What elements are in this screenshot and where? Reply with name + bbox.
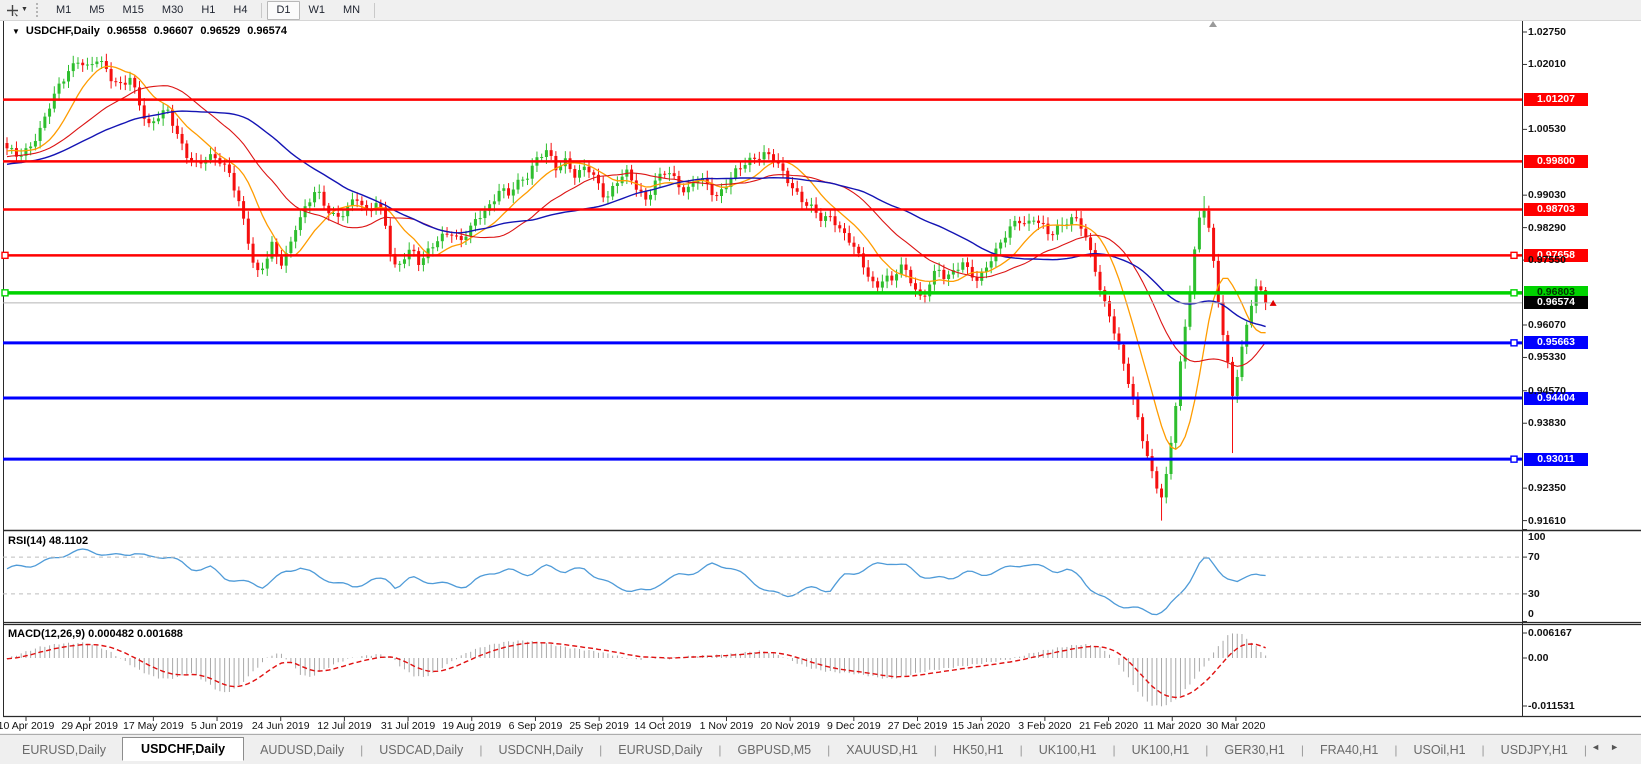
hline-price-label[interactable]: 0.96803	[1524, 286, 1588, 300]
tab-separator: |	[1205, 743, 1209, 757]
tab-separator: |	[718, 743, 722, 757]
ohlc-close: 0.96574	[247, 25, 287, 37]
ma25-line	[6, 85, 1267, 367]
toolbar-separator	[261, 2, 263, 18]
rsi-line	[6, 548, 1266, 616]
tab-gbpusd-m5[interactable]: GBPUSD,M5	[737, 743, 812, 757]
macd-layer	[6, 633, 1267, 707]
collapse-arrow-icon[interactable]: ▼	[12, 27, 20, 36]
hline-price-label[interactable]: 0.93011	[1524, 452, 1588, 466]
macd-name: MACD(12,26,9)	[8, 628, 86, 640]
last-price-arrow-icon	[1269, 299, 1277, 306]
tab-separator: |	[1583, 743, 1587, 757]
hline-price-label[interactable]: 0.97658	[1524, 248, 1588, 262]
crosshair-tool-button[interactable]: ▼	[0, 1, 32, 19]
hline-price-label[interactable]: 0.98703	[1524, 203, 1588, 216]
tab-uk100-h1[interactable]: UK100,H1	[1038, 743, 1097, 757]
tab-separator: |	[1481, 743, 1485, 757]
timeframe-button-w1[interactable]: W1	[308, 3, 326, 16]
candles-layer	[5, 53, 1268, 521]
tab-separator: |	[1394, 743, 1398, 757]
ma45-line	[6, 110, 1266, 328]
timeframe-button-m1[interactable]: M1	[55, 3, 72, 16]
toolbar-separator	[374, 2, 376, 18]
tab-eurusd-daily[interactable]: EURUSD,Daily	[22, 743, 107, 757]
tab-scroll-arrows: ◄►	[1591, 742, 1629, 752]
tab-hk50-h1[interactable]: HK50,H1	[952, 743, 1004, 757]
tab-usdcad-daily[interactable]: USDCAD,Daily	[379, 743, 464, 757]
timeframe-button-h1[interactable]: H1	[201, 3, 216, 16]
tab-separator: |	[1019, 743, 1023, 757]
rsi-name: RSI(14)	[8, 535, 46, 547]
rsi-layer	[6, 548, 1266, 616]
tab-usdcnh-daily[interactable]: USDCNH,Daily	[498, 743, 584, 757]
hline-price-label[interactable]: 0.99800	[1524, 154, 1588, 168]
ohlc-high: 0.96607	[153, 25, 194, 37]
chart-title: ▼ USDCHF,Daily 0.96558 0.96607 0.96529 0.9657…	[12, 25, 287, 37]
tabs-scroll-right-button[interactable]: ►	[1610, 742, 1629, 752]
ma10-line	[6, 65, 1266, 450]
rsi-indicator-label: RSI(14) 48.1102	[8, 535, 88, 547]
toolbar-grip[interactable]	[35, 3, 41, 17]
tab-usdjpy-h1[interactable]: USDJPY,H1	[1500, 743, 1568, 757]
chart-tab-bar: EURUSD,Daily USDCHF,Daily AUDUSD,Daily | USD…	[0, 734, 1641, 764]
tab-separator: |	[1112, 743, 1116, 757]
crosshair-icon	[7, 4, 18, 16]
chart-symbol-period: USDCHF,Daily	[25, 25, 100, 37]
current-price-label: 0.96574	[1524, 296, 1588, 310]
macd-signal-value: 0.001688	[137, 628, 183, 640]
tab-usoil-h1[interactable]: USOil,H1	[1413, 743, 1466, 757]
tab-usdchf-daily[interactable]: USDCHF,Daily	[122, 737, 245, 761]
tab-eurusd-daily[interactable]: EURUSD,Daily	[618, 743, 703, 757]
chevron-down-icon: ▼	[21, 6, 28, 13]
tab-separator: |	[360, 743, 364, 757]
hline-price-label[interactable]: 0.94404	[1524, 391, 1588, 405]
ohlc-open: 0.96558	[106, 25, 147, 37]
tab-separator: |	[479, 743, 483, 757]
timeframe-button-m15[interactable]: M15	[122, 3, 144, 16]
timeframe-button-m5[interactable]: M5	[89, 3, 105, 16]
rsi-value: 48.1102	[48, 535, 89, 547]
tab-audusd-daily[interactable]: AUDUSD,Daily	[260, 743, 345, 757]
tab-separator: |	[599, 743, 603, 757]
timeframe-button-row: M1 M5 M15 M30 H1 H4 D1 W1 MN	[47, 0, 380, 20]
chart-shift-marker-icon	[1209, 21, 1217, 27]
tab-separator: |	[933, 743, 937, 757]
hline-price-label[interactable]: 1.01207	[1524, 93, 1588, 107]
tab-fra40-h1[interactable]: FRA40,H1	[1319, 743, 1379, 757]
timeframe-button-m30[interactable]: M30	[161, 3, 184, 16]
macd-signal-line	[6, 641, 1266, 699]
tab-ger30-h1[interactable]: GER30,H1	[1224, 743, 1285, 757]
tab-separator: |	[1300, 743, 1304, 757]
chart-tabs: EURUSD,Daily USDCHF,Daily AUDUSD,Daily | USD…	[6, 737, 1587, 761]
timeframe-button-mn[interactable]: MN	[343, 3, 361, 16]
ohlc-low: 0.96529	[200, 25, 241, 37]
hline-price-label[interactable]: 0.95663	[1524, 336, 1588, 350]
timeframe-button-d1[interactable]: D1	[267, 0, 300, 20]
macd-main-value: 0.000482	[88, 628, 134, 640]
timeframe-button-h4[interactable]: H4	[233, 3, 248, 16]
toolbar: ▼ M1 M5 M15 M30 H1 H4 D1 W1 MN	[0, 0, 1641, 21]
tab-xauusd-h1[interactable]: XAUUSD,H1	[846, 743, 918, 757]
tab-uk100-h1[interactable]: UK100,H1	[1131, 743, 1190, 757]
macd-indicator-label: MACD(12,26,9) 0.000482 0.001688	[8, 628, 183, 640]
tab-separator: |	[827, 743, 831, 757]
tabs-scroll-left-button[interactable]: ◄	[1591, 742, 1611, 752]
